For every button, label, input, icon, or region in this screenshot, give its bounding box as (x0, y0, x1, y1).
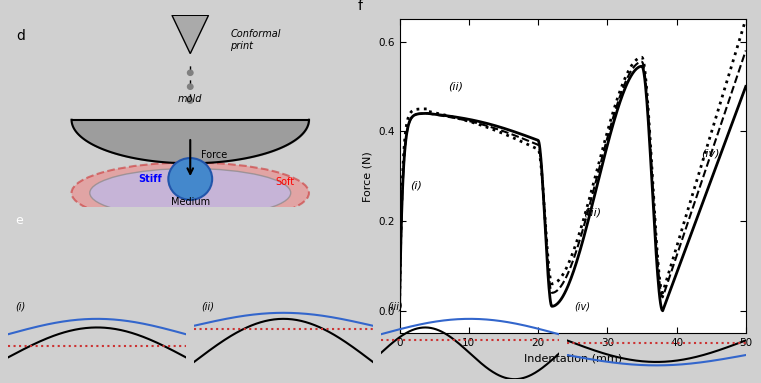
Text: Stiff: Stiff (139, 174, 162, 184)
Text: f: f (358, 0, 363, 13)
Polygon shape (172, 15, 209, 54)
Text: e: e (15, 214, 23, 227)
Text: (ii): (ii) (201, 302, 214, 312)
Ellipse shape (72, 162, 309, 223)
Circle shape (187, 84, 193, 89)
Circle shape (168, 158, 212, 200)
Text: (iii): (iii) (583, 207, 601, 217)
Ellipse shape (90, 169, 291, 217)
Text: Conformal
print: Conformal print (231, 29, 281, 51)
Circle shape (187, 70, 193, 75)
Circle shape (187, 98, 193, 103)
Text: d: d (17, 29, 26, 43)
Text: (iv): (iv) (701, 149, 719, 159)
Text: (iii): (iii) (387, 302, 403, 312)
Text: mold: mold (178, 94, 202, 104)
Text: Soft: Soft (275, 177, 295, 187)
Text: (iv): (iv) (574, 302, 590, 312)
Text: (i): (i) (410, 180, 422, 190)
Text: Medium: Medium (170, 196, 210, 206)
X-axis label: Indentation (mm): Indentation (mm) (524, 354, 622, 363)
Text: (ii): (ii) (448, 82, 463, 92)
Y-axis label: Force (N): Force (N) (362, 151, 373, 201)
Text: Force: Force (201, 150, 228, 160)
Text: (i): (i) (14, 302, 25, 312)
